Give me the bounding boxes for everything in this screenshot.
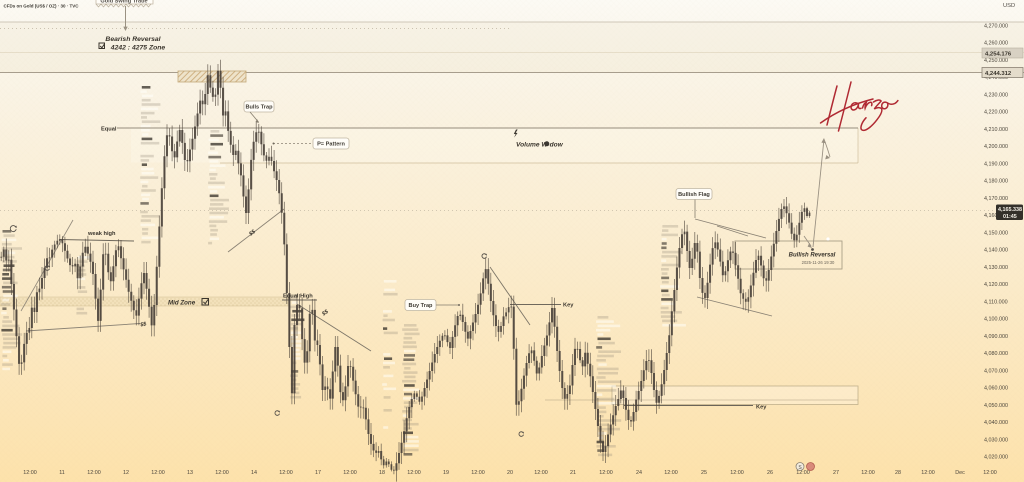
svg-text:21: 21	[570, 470, 576, 476]
svg-text:17: 17	[315, 470, 321, 476]
svg-text:4,180.000: 4,180.000	[984, 179, 1008, 185]
svg-text:12:00: 12:00	[151, 470, 165, 476]
svg-text:12:00: 12:00	[407, 470, 421, 476]
svg-text:Key: Key	[563, 303, 574, 309]
svg-text:12:00: 12:00	[471, 470, 485, 476]
svg-text:12:00: 12:00	[983, 470, 997, 476]
svg-text:18: 18	[379, 470, 385, 476]
svg-text:12:00: 12:00	[861, 470, 875, 476]
svg-text:4,160.000: 4,160.000	[984, 213, 1008, 219]
svg-text:USD: USD	[1003, 3, 1015, 9]
svg-text:20: 20	[507, 470, 513, 476]
svg-text:Dec: Dec	[955, 470, 965, 476]
svg-text:Equal: Equal	[101, 127, 117, 133]
svg-text:12:00: 12:00	[921, 470, 935, 476]
svg-text:4,120.000: 4,120.000	[984, 282, 1008, 288]
svg-text:Volume W: Volume W	[516, 142, 548, 149]
svg-text:12:00: 12:00	[343, 470, 357, 476]
svg-text:4,110.000: 4,110.000	[984, 299, 1008, 305]
svg-text:13: 13	[187, 470, 193, 476]
svg-text:$$: $$	[320, 308, 330, 318]
svg-text:4,090.000: 4,090.000	[984, 334, 1008, 340]
svg-text:4,210.000: 4,210.000	[984, 127, 1008, 133]
svg-text:4,040.000: 4,040.000	[984, 420, 1008, 426]
svg-text:28: 28	[895, 470, 901, 476]
svg-text:4,240.000: 4,240.000	[984, 75, 1008, 81]
svg-text:Key: Key	[756, 405, 767, 411]
svg-text:11: 11	[59, 470, 65, 476]
svg-text:Bulls Trap: Bulls Trap	[245, 105, 273, 111]
svg-text:4,100.000: 4,100.000	[984, 317, 1008, 323]
svg-text:12:00: 12:00	[730, 470, 744, 476]
svg-text:27: 27	[833, 470, 839, 476]
svg-text:26: 26	[767, 470, 773, 476]
svg-text:25: 25	[701, 470, 707, 476]
svg-text:4,050.000: 4,050.000	[984, 403, 1008, 409]
svg-text:12:00: 12:00	[796, 470, 810, 476]
svg-text:12:00: 12:00	[215, 470, 229, 476]
svg-text:12:00: 12:00	[599, 470, 613, 476]
svg-text:4,244.312: 4,244.312	[985, 71, 1012, 77]
svg-text:S: S	[798, 465, 802, 471]
svg-text:4242 : 4275 Zone: 4242 : 4275 Zone	[110, 45, 166, 52]
svg-text:4,270.000: 4,270.000	[984, 23, 1008, 29]
svg-text:Bullish Reversal: Bullish Reversal	[789, 253, 836, 259]
svg-text:4,020.000: 4,020.000	[984, 455, 1008, 461]
svg-text:4,260.000: 4,260.000	[984, 41, 1008, 47]
svg-text:12:00: 12:00	[87, 470, 101, 476]
svg-text:$$: $$	[139, 321, 148, 329]
svg-text:4,130.000: 4,130.000	[984, 265, 1008, 271]
svg-text:24: 24	[636, 470, 642, 476]
svg-text:4,060.000: 4,060.000	[984, 386, 1008, 392]
svg-text:Bullish Flag: Bullish Flag	[678, 192, 710, 198]
svg-text:Equal High: Equal High	[283, 294, 313, 300]
svg-text:4,070.000: 4,070.000	[984, 368, 1008, 374]
svg-text:4,030.000: 4,030.000	[984, 437, 1008, 443]
svg-text:2025-11-26 19:30: 2025-11-26 19:30	[802, 260, 835, 265]
svg-text:4,150.000: 4,150.000	[984, 230, 1008, 236]
svg-text:14: 14	[251, 470, 257, 476]
svg-text:12:00: 12:00	[534, 470, 548, 476]
svg-text:4,254.176: 4,254.176	[985, 51, 1012, 57]
svg-text:4,200.000: 4,200.000	[984, 144, 1008, 150]
svg-text:4,250.000: 4,250.000	[984, 58, 1008, 64]
svg-text:4,170.000: 4,170.000	[984, 196, 1008, 202]
svg-text:Bearish Reversal: Bearish Reversal	[105, 36, 160, 43]
svg-text:12:00: 12:00	[23, 470, 37, 476]
svg-text:4,190.000: 4,190.000	[984, 161, 1008, 167]
svg-text:Mid Zone: Mid Zone	[168, 299, 196, 306]
svg-text:12: 12	[123, 470, 129, 476]
svg-text:dow: dow	[550, 142, 564, 149]
svg-text:19: 19	[443, 470, 449, 476]
svg-text:Buy Trap: Buy Trap	[409, 303, 434, 309]
svg-text:12:00: 12:00	[279, 470, 293, 476]
svg-text:4,140.000: 4,140.000	[984, 248, 1008, 254]
svg-text:4,080.000: 4,080.000	[984, 351, 1008, 357]
svg-text:4,165.338: 4,165.338	[998, 207, 1022, 213]
svg-text:$$: $$	[247, 228, 257, 238]
svg-text:01:45: 01:45	[1003, 214, 1017, 220]
svg-text:12:00: 12:00	[664, 470, 678, 476]
svg-text:4,220.000: 4,220.000	[984, 110, 1008, 116]
svg-text:P= Pattern: P= Pattern	[317, 142, 345, 148]
svg-text:Gold Swing Trade: Gold Swing Trade	[100, 0, 147, 5]
svg-text:CFDs on Gold (US$ / OZ) · 30 ·: CFDs on Gold (US$ / OZ) · 30 · TVC	[4, 3, 80, 8]
svg-text:weak high: weak high	[87, 231, 116, 237]
svg-text:4,230.000: 4,230.000	[984, 93, 1008, 99]
